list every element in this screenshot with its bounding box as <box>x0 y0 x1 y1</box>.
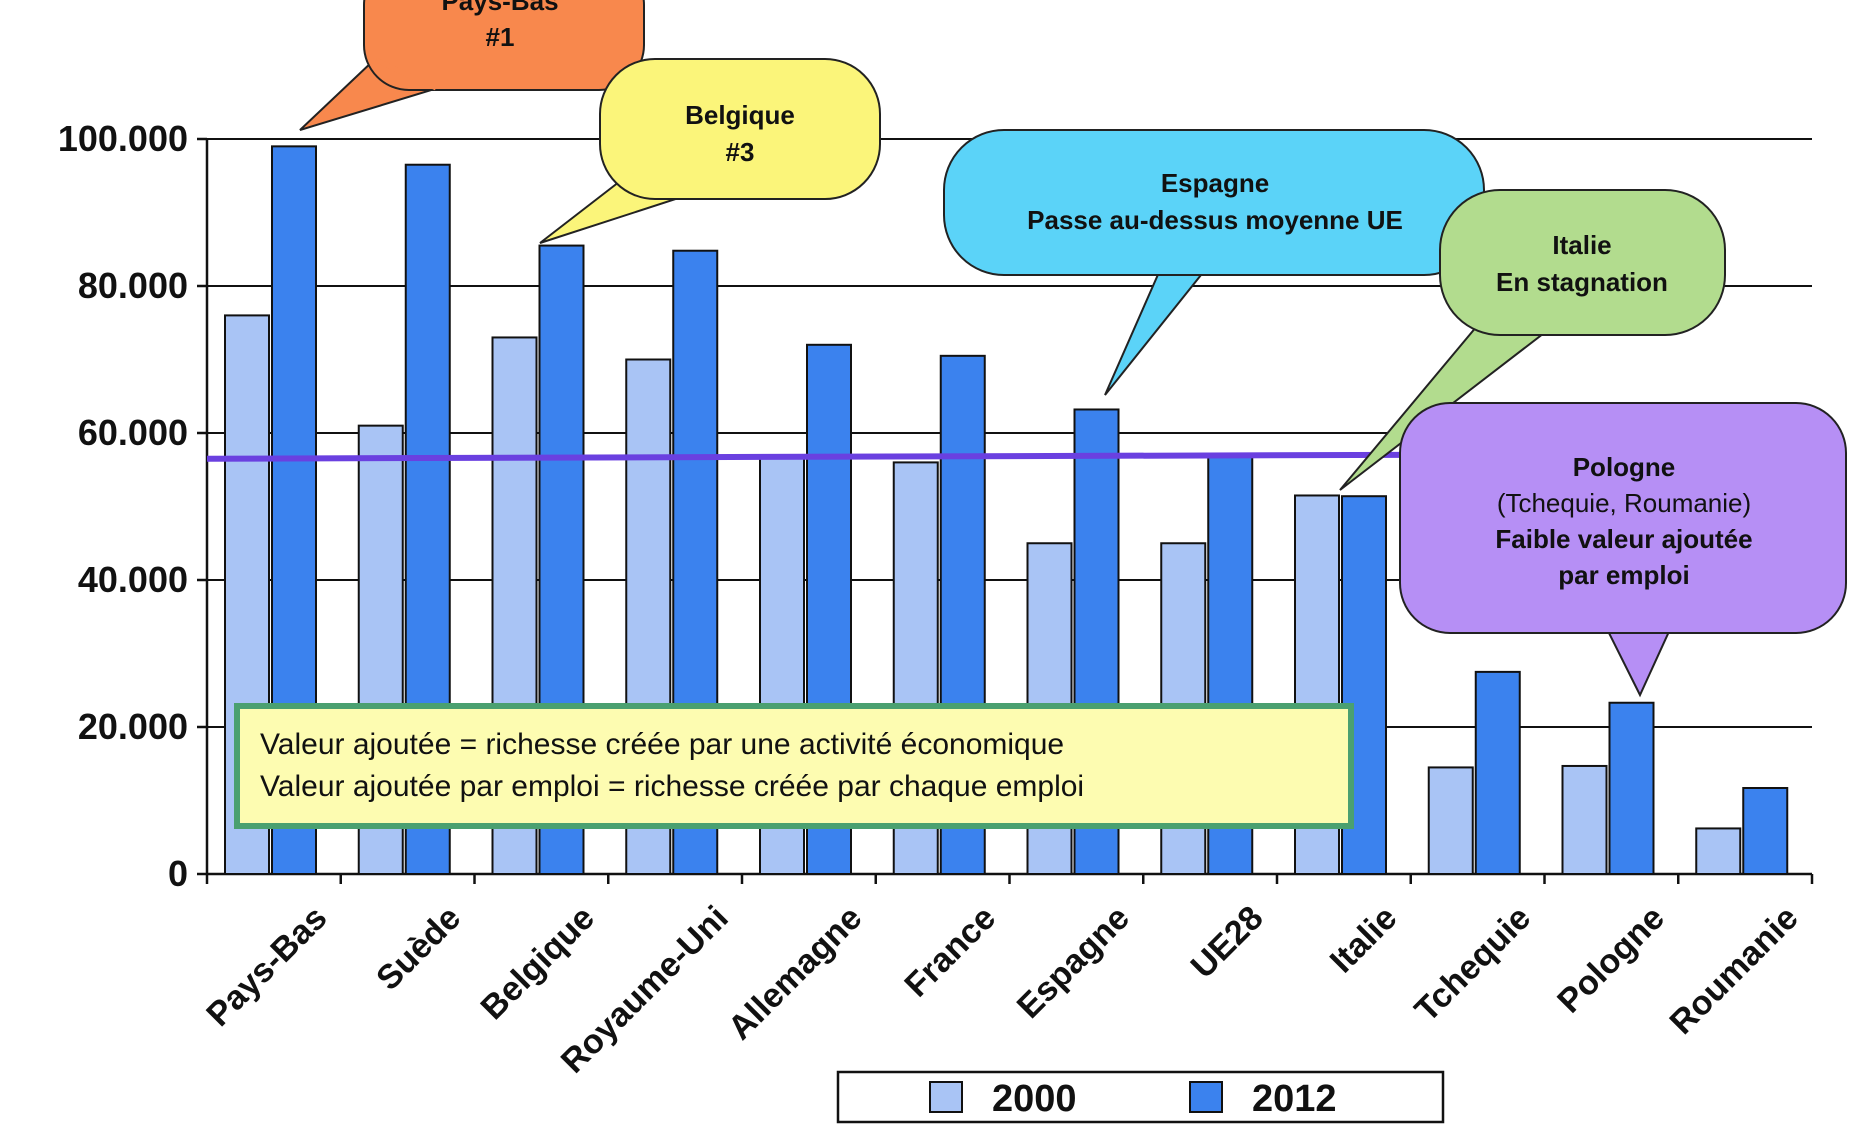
x-tick-label: Belgique <box>474 899 602 1027</box>
info-line: Valeur ajoutée par emploi = richesse cré… <box>260 770 1084 803</box>
x-tick-label: France <box>897 899 1003 1005</box>
callout-text: Italie <box>1552 230 1611 260</box>
legend: 2000 2012 <box>836 1070 1445 1124</box>
callout-text: par emploi <box>1558 560 1689 590</box>
x-tick-label: Italie <box>1323 899 1405 981</box>
callout-text: Pays-Bas <box>441 0 558 16</box>
average-line <box>206 451 1441 462</box>
info-box: Valeur ajoutée = richesse créée par une … <box>234 703 1354 829</box>
callout-pays-bas: Pays-Bas #1 <box>299 0 645 131</box>
y-tick-label: 0 <box>168 853 188 894</box>
callout-text: Espagne <box>1161 168 1269 198</box>
x-tick-label: Tchequie <box>1408 899 1539 1030</box>
x-tick-label: Pays-Bas <box>199 899 334 1034</box>
callout-bubble <box>599 58 881 200</box>
x-tick-label: Allemagne <box>721 899 869 1047</box>
x-tick-label: Roumanie <box>1663 899 1806 1042</box>
callout-text: #1 <box>486 22 515 52</box>
info-line: Valeur ajoutée = richesse créée par une … <box>260 728 1064 761</box>
callout-text: (Tchequie, Roumanie) <box>1497 488 1751 518</box>
callout-text: Passe au-dessus moyenne UE <box>1027 205 1403 235</box>
eu-average-line <box>206 451 1441 462</box>
bar-2012-tchequie <box>1474 670 1521 875</box>
callout-italie: Italie En stagnation <box>1339 189 1726 491</box>
x-tick-label: UE28 <box>1184 899 1271 986</box>
callout-bubble <box>1439 189 1726 336</box>
callout-text: En stagnation <box>1496 267 1668 297</box>
bar-2012-roumanie <box>1742 787 1789 876</box>
callout-bubble <box>363 0 645 91</box>
bar-2012-pologne <box>1608 701 1655 875</box>
legend-swatch-2012 <box>1189 1081 1223 1113</box>
info-box-frame <box>234 703 1354 829</box>
legend-swatch-2000 <box>929 1081 963 1113</box>
callout-pologne: Pologne (Tchequie, Roumanie) Faible valeur… <box>1399 402 1847 698</box>
x-axis-labels: Pays-Bas Suède BelgiqueRoyaume-UniAllemagn… <box>199 899 1805 1081</box>
callout-seam <box>374 57 438 91</box>
x-tick-label: Pologne <box>1550 899 1672 1021</box>
callouts: Pays-Bas #1 Belgique #3 Espagne Passe au-dess… <box>299 0 1847 698</box>
bar-2000-pologne <box>1561 764 1608 876</box>
y-axis-ticks: 0 20.000 40.000 60.000 80.000 100.000 <box>58 118 188 894</box>
callout-text: Pologne <box>1573 452 1676 482</box>
bar-2000-roumanie <box>1695 827 1742 875</box>
y-tick-label: 20.000 <box>78 706 188 747</box>
x-tick-label: Espagne <box>1010 899 1137 1026</box>
legend-label-2012: 2012 <box>1252 1078 1337 1120</box>
callout-seam <box>1483 317 1547 333</box>
callout-espagne: Espagne Passe au-dessus moyenne UE <box>943 129 1485 396</box>
callout-bubble <box>1399 402 1847 634</box>
callout-text: #3 <box>726 137 755 167</box>
bar-2000-tchequie <box>1427 766 1474 875</box>
axes <box>197 137 1814 884</box>
callout-text: Faible valeur ajoutée <box>1495 524 1752 554</box>
callout-tail <box>1104 269 1208 396</box>
legend-frame <box>836 1070 1445 1124</box>
y-tick-label: 60.000 <box>78 412 188 453</box>
y-tick-label: 40.000 <box>78 559 188 600</box>
callout-seam <box>629 172 687 198</box>
callout-bubble <box>943 129 1485 276</box>
y-tick-label: 100.000 <box>58 118 188 159</box>
callout-tail <box>1603 624 1674 698</box>
y-tick-label: 80.000 <box>78 265 188 306</box>
legend-label-2000: 2000 <box>992 1078 1077 1120</box>
callout-belgique: Belgique #3 <box>539 58 881 244</box>
callout-text: Belgique <box>685 100 795 130</box>
x-tick-label: Suède <box>369 899 468 998</box>
